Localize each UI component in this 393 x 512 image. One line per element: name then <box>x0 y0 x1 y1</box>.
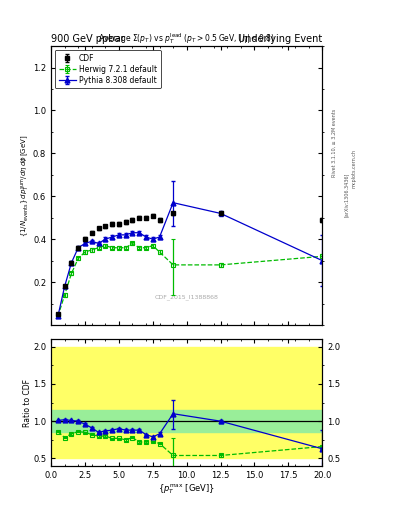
Y-axis label: $\{1/N_\mathrm{events}\}\,dp_T^\mathrm{sum}/d\eta\,d\phi\,\mathrm{[GeV]}$: $\{1/N_\mathrm{events}\}\,dp_T^\mathrm{s… <box>20 134 31 237</box>
Text: Rivet 3.1.10, ≥ 3.2M events: Rivet 3.1.10, ≥ 3.2M events <box>332 109 337 178</box>
Text: Underlying Event: Underlying Event <box>238 33 322 44</box>
Text: 900 GeV ppbar: 900 GeV ppbar <box>51 33 125 44</box>
Bar <box>51 347 322 458</box>
Legend: CDF, Herwig 7.2.1 default, Pythia 8.308 default: CDF, Herwig 7.2.1 default, Pythia 8.308 … <box>55 50 160 89</box>
Bar <box>51 410 322 432</box>
Text: mcplots.cern.ch: mcplots.cern.ch <box>352 150 357 188</box>
Text: [arXiv:1306.3436]: [arXiv:1306.3436] <box>344 173 349 217</box>
X-axis label: $\{p_T^\mathrm{max}\ [\mathrm{GeV}]\}$: $\{p_T^\mathrm{max}\ [\mathrm{GeV}]\}$ <box>158 482 215 496</box>
Title: Average $\Sigma(p_T)$ vs $p_T^\mathrm{lead}$ $(p_T > 0.5\,\mathrm{GeV},\,|\eta| : Average $\Sigma(p_T)$ vs $p_T^\mathrm{le… <box>98 31 275 46</box>
Y-axis label: Ratio to CDF: Ratio to CDF <box>23 378 32 426</box>
Text: CDF_2015_I1388868: CDF_2015_I1388868 <box>155 294 219 300</box>
